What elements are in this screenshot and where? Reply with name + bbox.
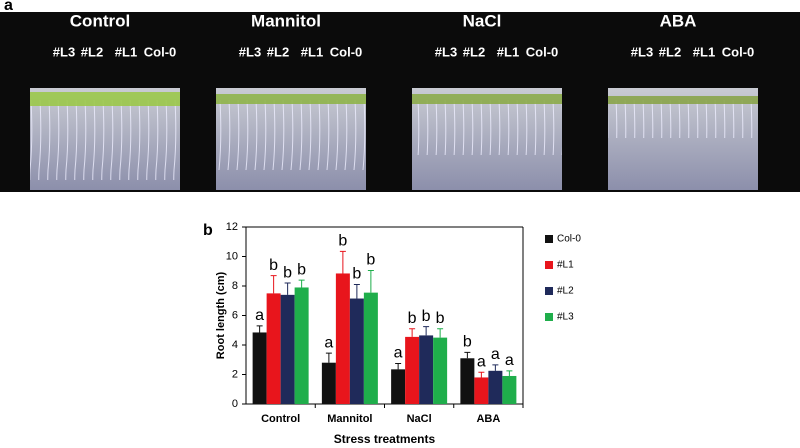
legend-label: #L3 xyxy=(557,312,574,323)
legend-swatch xyxy=(545,313,553,321)
y-tick-label: 12 xyxy=(226,221,238,233)
bar xyxy=(460,358,475,404)
bar xyxy=(294,287,309,404)
x-tick-label: ABA xyxy=(476,413,500,425)
line-label: #L2 xyxy=(463,44,485,59)
bar xyxy=(252,332,267,404)
panel-label: b xyxy=(203,222,213,239)
significance-letter: b xyxy=(366,252,375,269)
significance-letter: b xyxy=(463,334,472,351)
x-tick-label: Control xyxy=(261,413,300,425)
plates xyxy=(30,88,758,190)
treatment-label: ABA xyxy=(660,11,697,30)
error-bar xyxy=(423,326,430,336)
y-tick-label: 4 xyxy=(232,339,238,351)
line-label: #L3 xyxy=(239,44,261,59)
error-bar xyxy=(270,275,277,294)
significance-letter: b xyxy=(436,310,445,327)
legend-swatch xyxy=(545,261,553,269)
error-bar xyxy=(395,362,402,370)
legend-swatch xyxy=(545,287,553,295)
error-bar xyxy=(367,270,374,293)
legend-label: #L2 xyxy=(557,286,574,297)
line-label: #L1 xyxy=(301,44,323,59)
legend-swatch xyxy=(545,235,553,243)
x-axis-title: Stress treatments xyxy=(334,432,436,446)
error-bar xyxy=(492,364,499,371)
line-label: #L2 xyxy=(81,44,103,59)
error-bar xyxy=(256,325,263,333)
significance-letter: a xyxy=(477,354,486,371)
significance-letter: b xyxy=(338,233,347,250)
significance-letter: b xyxy=(283,264,292,281)
bar xyxy=(405,336,420,404)
bar xyxy=(474,377,489,404)
line-label: #L2 xyxy=(267,44,289,59)
bar xyxy=(335,273,350,404)
line-label: Col-0 xyxy=(144,44,177,59)
error-bar xyxy=(478,371,485,378)
line-label: #L3 xyxy=(435,44,457,59)
significance-letter: b xyxy=(269,257,278,274)
treatment-label: Mannitol xyxy=(251,11,321,30)
error-bar xyxy=(339,250,346,274)
bar xyxy=(280,294,295,404)
y-tick-label: 6 xyxy=(232,309,238,321)
error-bar xyxy=(325,352,332,363)
bar xyxy=(502,375,517,404)
legend-label: Col-0 xyxy=(557,234,581,245)
bar xyxy=(266,293,281,404)
significance-letter: a xyxy=(505,352,514,369)
legend-label: #L1 xyxy=(557,260,574,271)
y-axis-title: Root length (cm) xyxy=(215,271,227,359)
x-tick-label: Mannitol xyxy=(327,413,372,425)
bar xyxy=(349,298,364,404)
y-tick-label: 2 xyxy=(232,368,238,380)
significance-letter: a xyxy=(491,346,500,363)
significance-letter: a xyxy=(255,307,264,324)
error-bar xyxy=(506,370,513,376)
error-bar xyxy=(353,284,360,299)
significance-letter: b xyxy=(297,261,306,278)
line-label: #L1 xyxy=(693,44,715,59)
bar xyxy=(363,292,378,404)
error-bar xyxy=(284,282,291,295)
line-label: #L1 xyxy=(115,44,137,59)
line-label: #L2 xyxy=(659,44,681,59)
panel-label: a xyxy=(4,0,13,14)
significance-letter: b xyxy=(422,308,431,325)
significance-letter: b xyxy=(408,310,417,327)
bar xyxy=(419,335,434,404)
significance-letter: b xyxy=(352,266,361,283)
line-label: Col-0 xyxy=(526,44,559,59)
treatment-label: NaCl xyxy=(463,11,502,30)
bar xyxy=(488,370,503,404)
bar xyxy=(433,337,448,404)
bar xyxy=(391,369,406,404)
y-tick-label: 0 xyxy=(232,398,238,410)
line-label: #L3 xyxy=(631,44,653,59)
error-bar xyxy=(464,351,471,359)
y-tick-label: 10 xyxy=(226,250,238,262)
significance-letter: a xyxy=(394,345,403,362)
line-label: #L3 xyxy=(53,44,75,59)
error-bar xyxy=(409,328,416,337)
treatment-label: Control xyxy=(70,11,130,30)
x-tick-label: NaCl xyxy=(407,413,432,425)
line-label: Col-0 xyxy=(330,44,363,59)
significance-letter: a xyxy=(324,334,333,351)
line-label: #L1 xyxy=(497,44,519,59)
error-bar xyxy=(298,279,305,288)
error-bar xyxy=(437,328,444,338)
line-label: Col-0 xyxy=(722,44,755,59)
y-tick-label: 8 xyxy=(232,280,238,292)
bar xyxy=(321,362,336,404)
